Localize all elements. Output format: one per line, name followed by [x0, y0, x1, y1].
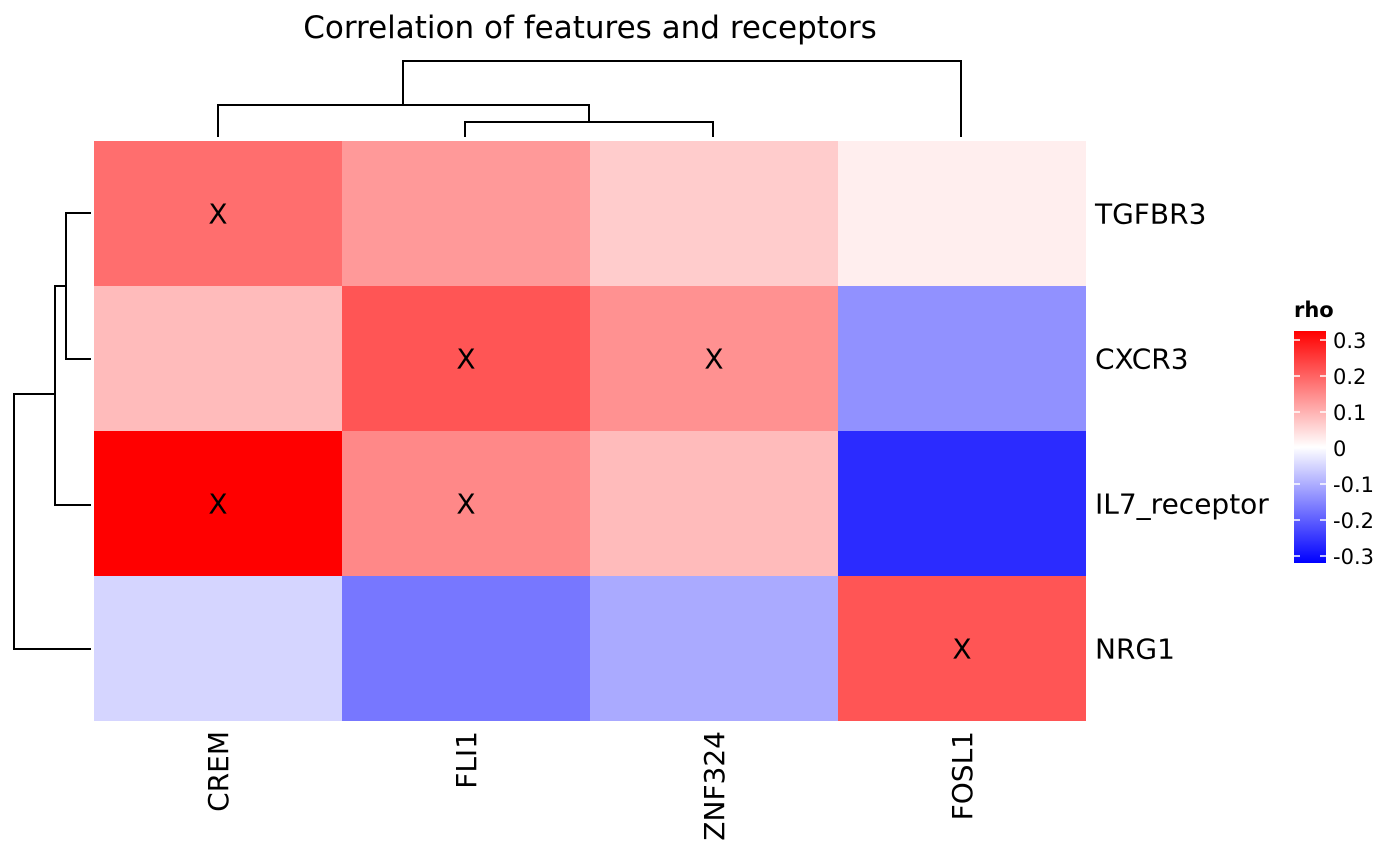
- row-label-nrg1: NRG1: [1095, 633, 1175, 666]
- legend-tick-label: -0.3: [1333, 545, 1374, 569]
- row-dendrogram: [13, 212, 91, 650]
- column-dendrogram-branch-root: [402, 60, 962, 137]
- heatmap-cell-il7-receptor-crem: [94, 431, 342, 576]
- legend-color-bar: [1294, 331, 1326, 563]
- heatmap-cells: [94, 141, 1086, 721]
- column-label-znf324: ZNF324: [698, 731, 731, 841]
- heatmap-cell-tgfbr3-crem: [94, 141, 342, 286]
- row-label-tgfbr3: TGFBR3: [1094, 198, 1206, 231]
- column-label-fosl1: FOSL1: [946, 731, 979, 820]
- legend-tick-label: -0.1: [1333, 473, 1374, 497]
- color-legend: rho 0.3 0.2 0.1 0 -0.1 -0.2 -0.3: [1294, 298, 1374, 569]
- heatmap-cell-nrg1-fosl1: [838, 576, 1086, 721]
- significance-mark-cxcr3-fli1: X: [456, 343, 475, 376]
- heatmap-cell-cxcr3-fosl1: [838, 286, 1086, 431]
- row-dendrogram-branch-il7-group: [54, 285, 91, 506]
- heatmap-cell-cxcr3-crem: [94, 286, 342, 431]
- heatmap-cell-tgfbr3-znf324: [590, 141, 838, 286]
- row-dendrogram-branch-root: [13, 393, 91, 650]
- heatmap-cell-cxcr3-znf324: [590, 286, 838, 431]
- significance-mark-il7-receptor-crem: X: [208, 488, 227, 521]
- row-label-il7-receptor: IL7_receptor: [1095, 488, 1269, 521]
- column-label-fli1: FLI1: [450, 731, 483, 789]
- significance-mark-cxcr3-znf324: X: [704, 343, 723, 376]
- heatmap-cell-cxcr3-fli1: [342, 286, 590, 431]
- legend-tick-label: 0.3: [1333, 329, 1366, 353]
- legend-tick-label: 0.2: [1333, 365, 1366, 389]
- significance-mark-il7-receptor-fli1: X: [456, 488, 475, 521]
- heatmap-cell-il7-receptor-fosl1: [838, 431, 1086, 576]
- column-label-crem: CREM: [202, 731, 235, 812]
- heatmap-cell-tgfbr3-fli1: [342, 141, 590, 286]
- column-dendrogram-branch-fli1-znf324: [464, 121, 714, 137]
- legend-tick-label: 0.1: [1333, 401, 1366, 425]
- heatmap-cell-nrg1-crem: [94, 576, 342, 721]
- heatmap-cell-nrg1-fli1: [342, 576, 590, 721]
- heatmap-cell-tgfbr3-fosl1: [838, 141, 1086, 286]
- column-dendrogram: [217, 60, 962, 137]
- legend-title: rho: [1294, 298, 1334, 322]
- heatmap-cell-il7-receptor-fli1: [342, 431, 590, 576]
- row-dendrogram-branch-tgfbr3-cxcr3: [65, 212, 91, 360]
- legend-tick-label: -0.2: [1333, 509, 1374, 533]
- significance-mark-tgfbr3-crem: X: [208, 198, 227, 231]
- column-labels: CREM FLI1 ZNF324 FOSL1: [202, 731, 979, 841]
- row-label-cxcr3: CXCR3: [1095, 343, 1189, 376]
- heatmap-cell-il7-receptor-znf324: [590, 431, 838, 576]
- legend-ticks: 0.3 0.2 0.1 0 -0.1 -0.2 -0.3: [1294, 329, 1374, 569]
- row-labels: TGFBR3 CXCR3 IL7_receptor NRG1: [1094, 198, 1269, 666]
- chart-title: Correlation of features and receptors: [303, 10, 877, 46]
- heatmap-cell-nrg1-znf324: [590, 576, 838, 721]
- significance-marks: X X X X X X: [208, 198, 971, 666]
- significance-mark-nrg1-fosl1: X: [952, 633, 971, 666]
- legend-tick-label: 0: [1333, 437, 1346, 461]
